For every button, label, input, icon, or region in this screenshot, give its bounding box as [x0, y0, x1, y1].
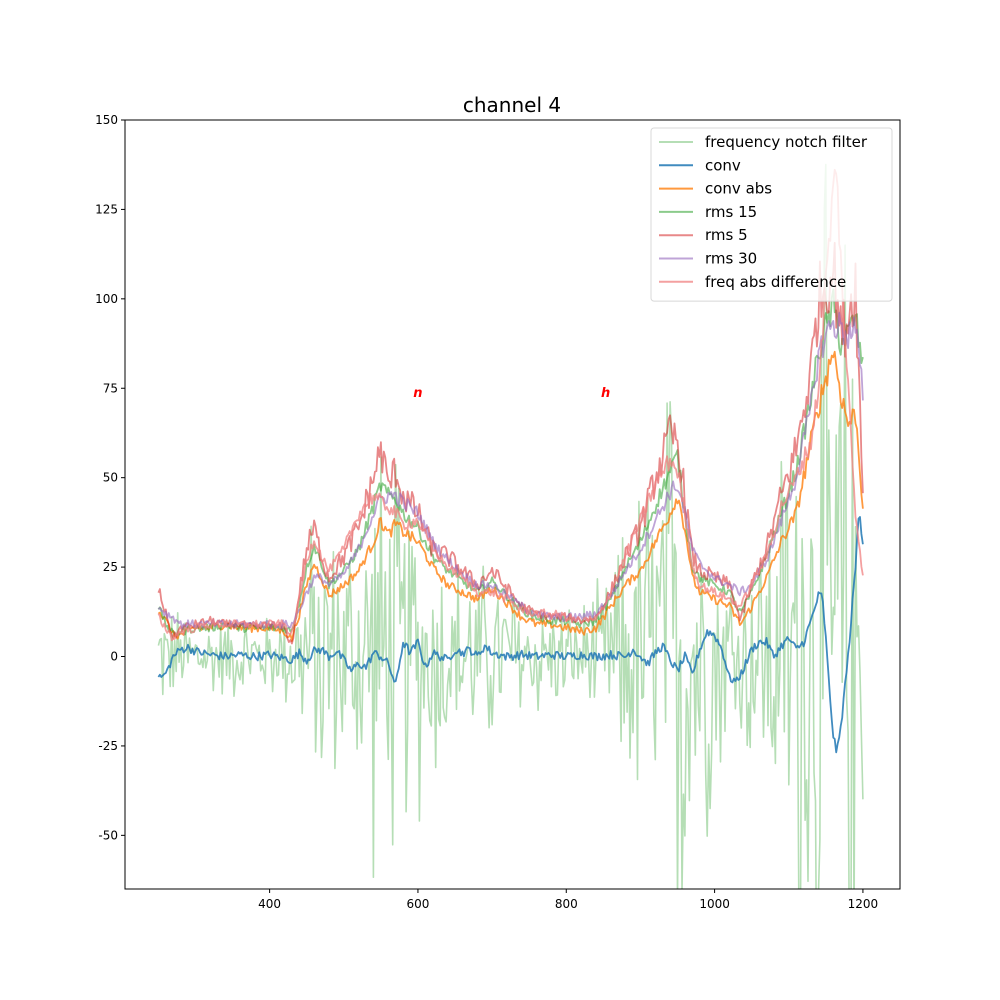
plot-frame [124, 119, 901, 890]
legend-label-rms-30: rms 30 [705, 250, 757, 268]
y-tick-label: 25 [103, 560, 118, 574]
legend-label-conv-abs: conv abs [705, 180, 772, 198]
annotation-label: h [601, 386, 610, 401]
y-tick-label: 125 [95, 202, 118, 216]
y-tick-label: 0 [110, 650, 118, 664]
legend-label-frequency-notch-filter: frequency notch filter [705, 133, 868, 151]
chart-title: channel 4 [463, 93, 561, 117]
legend-box [650, 127, 893, 302]
series-line-freq-abs-difference [157, 168, 864, 642]
series-line-frequency-notch-filter [157, 163, 864, 889]
x-tick-label: 400 [258, 897, 281, 911]
legend-label-rms-5: rms 5 [705, 226, 748, 244]
y-tick-label: 100 [95, 292, 118, 306]
x-tick-label: 800 [555, 897, 578, 911]
legend: frequency notch filter conv conv abs rms 15… [650, 127, 893, 302]
y-tick-label: -50 [98, 828, 118, 842]
series-line-conv-abs [157, 350, 864, 642]
x-tick-label: 1000 [699, 897, 730, 911]
legend-label-rms-15: rms 15 [705, 203, 757, 221]
annotation-label: n [413, 386, 422, 401]
y-tick-label: 50 [103, 471, 118, 485]
y-tick-label: 75 [103, 381, 118, 395]
x-tick-label: 1200 [848, 897, 879, 911]
y-axis: -50 -25 0 25 50 75 100 125 150 [95, 113, 125, 842]
series-line-conv [157, 516, 864, 754]
series-layer [157, 163, 864, 889]
y-tick-label: -25 [98, 739, 118, 753]
x-tick-label: 600 [406, 897, 429, 911]
legend-label-conv: conv [705, 156, 741, 174]
legend-label-freq-abs-difference: freq abs difference [705, 273, 846, 291]
x-axis: 400 600 800 1000 1200 [258, 889, 878, 911]
y-tick-label: 150 [95, 113, 118, 127]
